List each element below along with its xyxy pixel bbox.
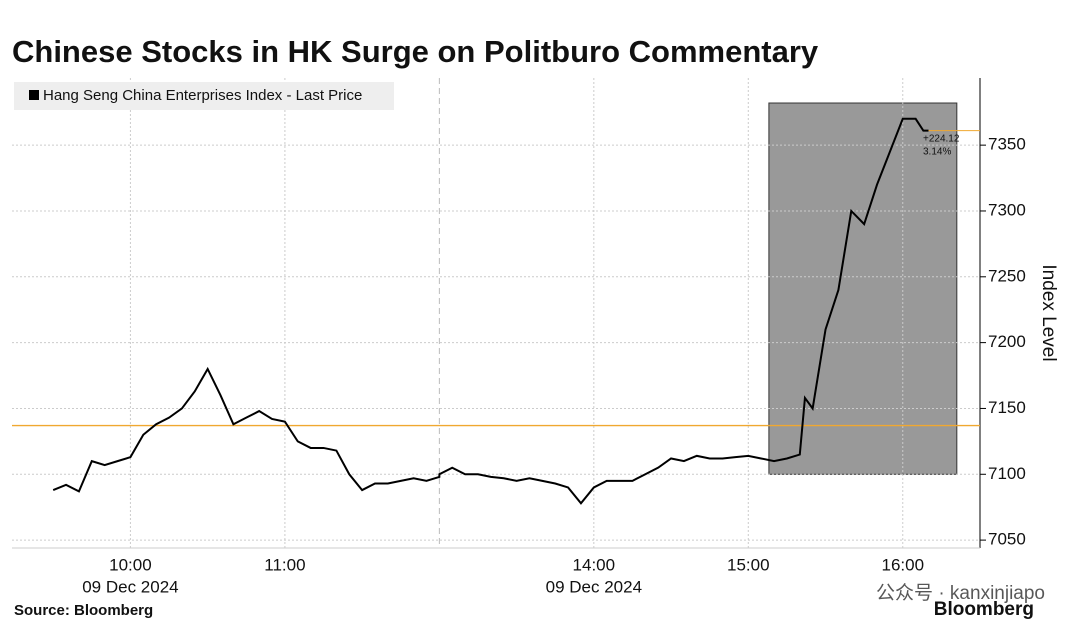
y-tick-label: 7100 [988, 464, 1026, 483]
change-pct-label: 3.14% [923, 146, 951, 157]
source: Source: Bloomberg [14, 602, 153, 619]
x-tick-label: 11:00 [264, 555, 305, 574]
x-tick-label: 10:00 [109, 555, 152, 574]
y-tick-label: 7300 [988, 200, 1026, 219]
x-tick-label: 14:00 [573, 555, 616, 574]
y-tick-label: 7250 [988, 266, 1026, 285]
x-tick-label: 16:00 [881, 555, 924, 574]
y-tick-label: 7200 [988, 332, 1026, 351]
change-label: +224.12 [923, 133, 960, 144]
chart-title: Chinese Stocks in HK Surge on Politburo … [12, 34, 819, 69]
brand: Bloomberg [934, 599, 1034, 620]
date-label: 09 Dec 2024 [82, 577, 178, 596]
highlight-box [768, 102, 958, 475]
y-tick-label: 7150 [988, 398, 1026, 417]
legend-box [14, 82, 394, 110]
legend-label: Hang Seng China Enterprises Index - Last… [43, 87, 362, 104]
date-label: 09 Dec 2024 [546, 577, 642, 596]
y-axis-title: Index Level [1038, 264, 1059, 361]
legend-swatch [29, 90, 39, 100]
y-tick-label: 7350 [988, 135, 1026, 154]
y-tick-label: 7050 [988, 530, 1026, 549]
price-line [52, 117, 929, 505]
x-tick-label: 15:00 [727, 555, 770, 574]
watermark: 公众号 · kanxinjiapo [876, 582, 1045, 604]
